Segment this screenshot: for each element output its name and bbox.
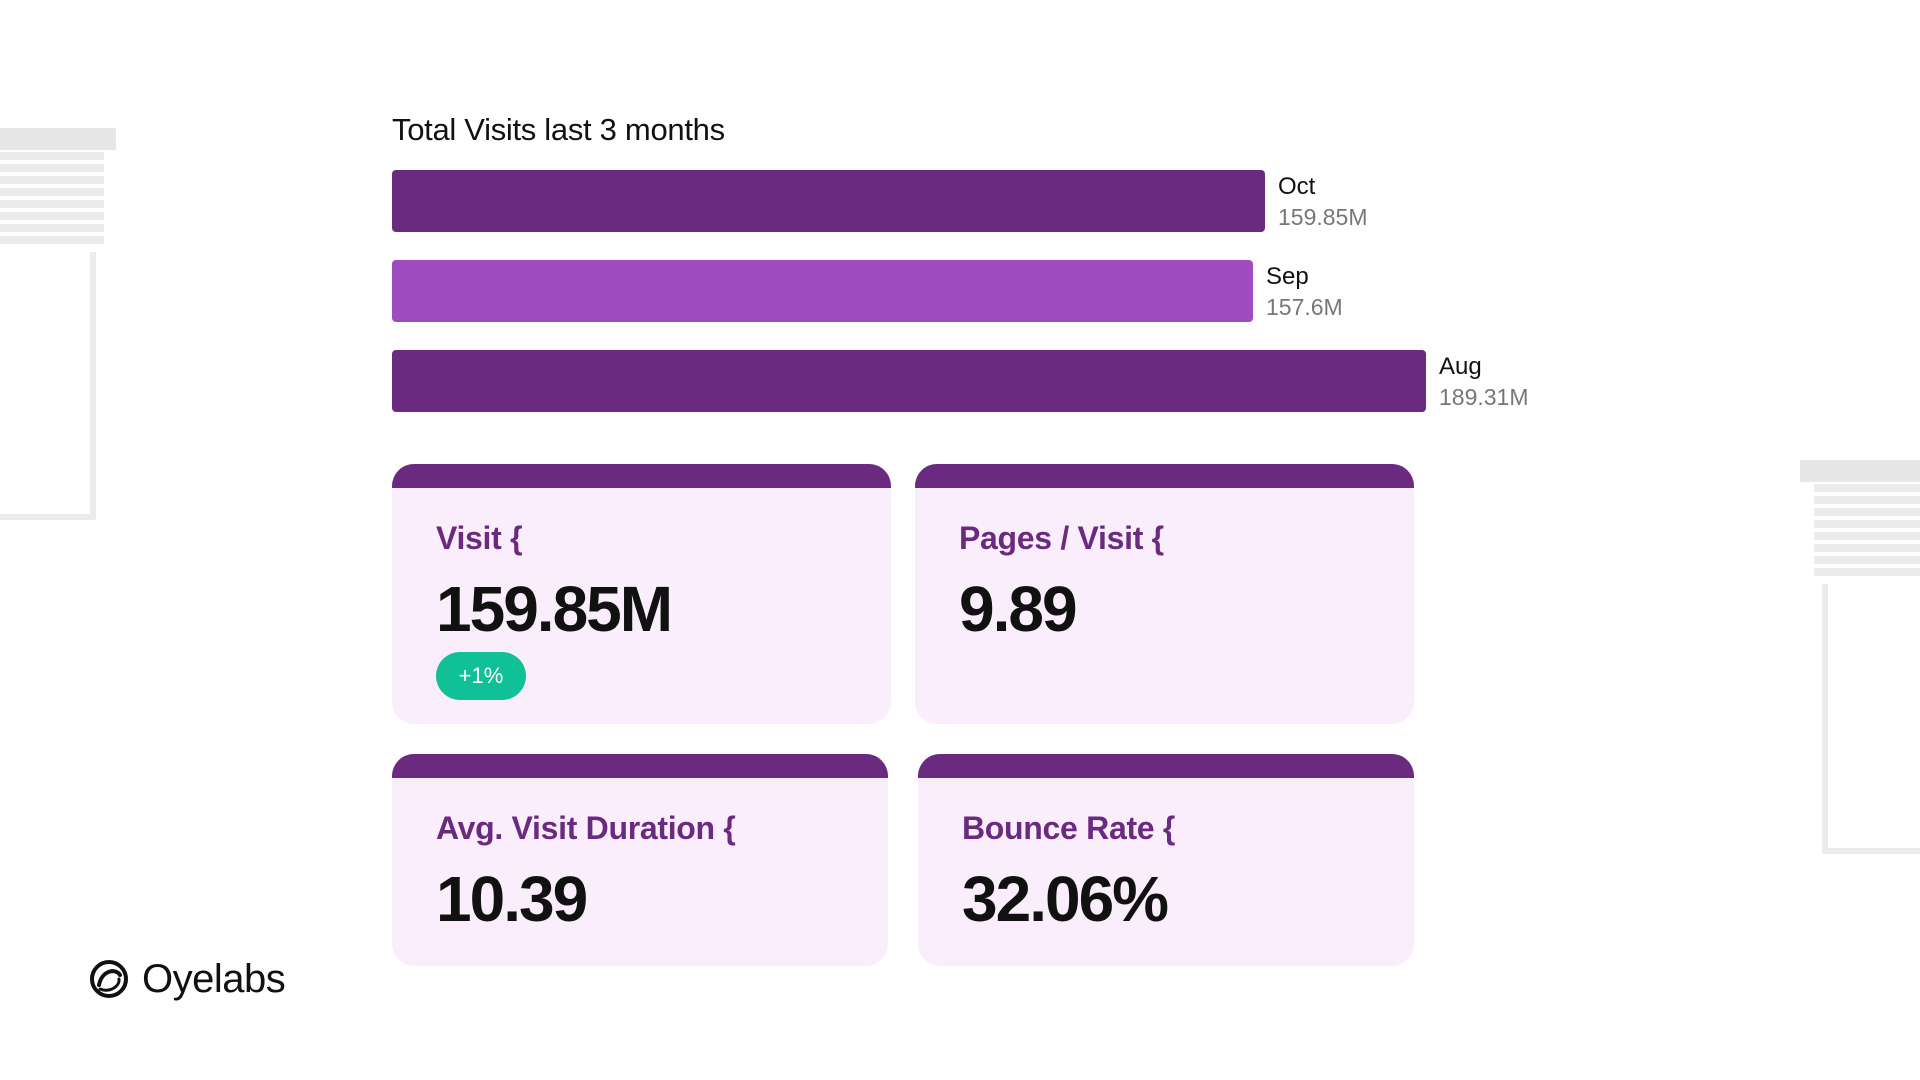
bar-value-label: 159.85M <box>1278 204 1368 230</box>
bar-month-label: Oct <box>1278 173 1316 200</box>
bounce-rate-card: Bounce Rate { 32.06% <box>918 754 1414 966</box>
visit-change-badge: +1% <box>436 652 526 700</box>
avg-visit-duration-label: Avg. Visit Duration { <box>436 810 736 846</box>
brand: Oyelabs <box>88 954 286 1004</box>
bar-value-label: 157.6M <box>1266 294 1343 320</box>
visit-card: Visit { 159.85M +1% <box>392 464 891 724</box>
avg-visit-duration-value: 10.39 <box>436 863 588 935</box>
card-cap <box>392 754 888 778</box>
bar-month-label: Sep <box>1266 263 1309 290</box>
bounce-rate-value: 32.06% <box>962 863 1169 935</box>
brand-name: Oyelabs <box>142 956 286 1001</box>
pages-per-visit-label: Pages / Visit { <box>959 520 1164 556</box>
avg-visit-duration-card: Avg. Visit Duration { 10.39 <box>392 754 888 966</box>
card-cap <box>918 754 1414 778</box>
chart-title: Total Visits last 3 months <box>392 112 725 147</box>
window-blind-left <box>0 128 116 520</box>
bar-aug <box>392 350 1426 412</box>
pages-per-visit-value: 9.89 <box>959 573 1078 645</box>
bounce-rate-label: Bounce Rate { <box>962 810 1176 846</box>
card-cap <box>392 464 891 488</box>
bar-sep <box>392 260 1253 322</box>
bar-value-label: 189.31M <box>1439 384 1529 410</box>
pages-per-visit-card: Pages / Visit { 9.89 <box>915 464 1414 724</box>
window-blind-right <box>1800 460 1920 854</box>
visit-value: 159.85M <box>436 573 673 645</box>
bar-month-label: Aug <box>1439 353 1482 380</box>
visits-bar-chart: Oct 159.85M Sep 157.6M Aug 189.31M <box>392 170 1529 412</box>
oyelabs-logo-icon <box>90 960 128 998</box>
bar-oct <box>392 170 1265 232</box>
visit-label: Visit { <box>436 520 523 556</box>
card-cap <box>915 464 1414 488</box>
